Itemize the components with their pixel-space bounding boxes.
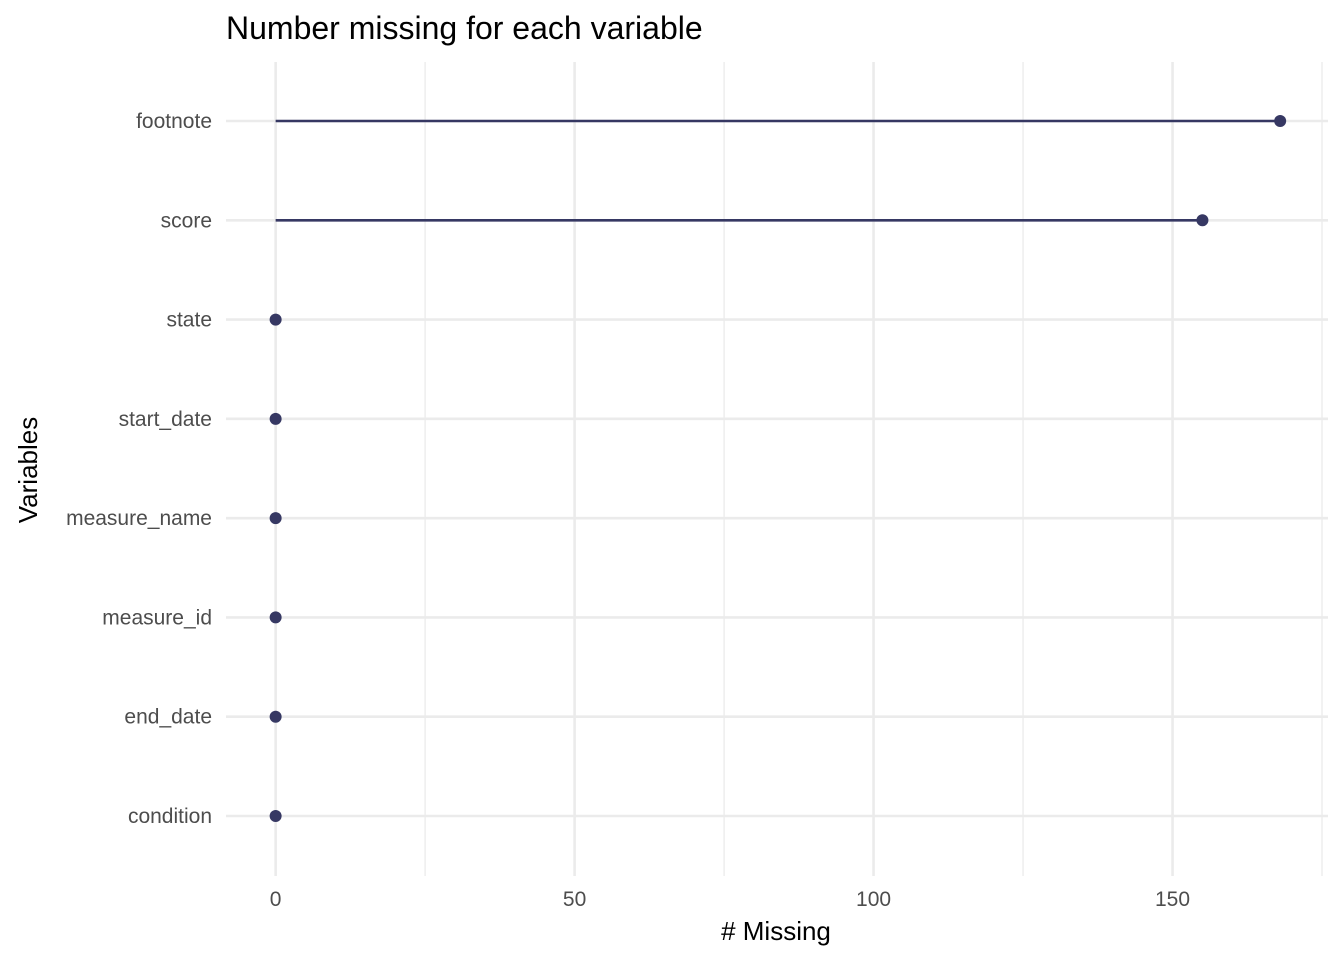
y-tick-label: measure_name bbox=[66, 507, 212, 530]
x-axis-title: # Missing bbox=[721, 916, 831, 946]
lollipop-point bbox=[269, 611, 282, 624]
x-tick-label: 0 bbox=[270, 888, 282, 911]
y-tick-label: score bbox=[161, 209, 212, 232]
lollipop-point bbox=[1274, 115, 1287, 127]
y-tick-label: measure_id bbox=[102, 606, 212, 629]
y-axis-tick-labels: footnote score state start_date measure_name… bbox=[66, 110, 212, 828]
x-tick-label: 150 bbox=[1155, 888, 1190, 911]
y-axis-title: Variables bbox=[13, 417, 43, 523]
x-tick-label: 50 bbox=[563, 888, 586, 911]
y-tick-label: condition bbox=[128, 805, 212, 828]
lollipop-point bbox=[269, 512, 282, 525]
lollipop-marks bbox=[269, 115, 1287, 822]
y-tick-label: start_date bbox=[119, 408, 212, 431]
lollipop-point bbox=[269, 412, 282, 425]
lollipop-point bbox=[269, 710, 282, 723]
lollipop-point bbox=[269, 810, 282, 822]
y-tick-label: state bbox=[166, 309, 212, 332]
x-tick-label: 100 bbox=[856, 888, 891, 911]
lollipop-point bbox=[269, 313, 282, 326]
y-tick-label: end_date bbox=[124, 706, 212, 729]
y-tick-label: footnote bbox=[136, 110, 212, 133]
gridlines bbox=[226, 62, 1328, 876]
x-axis-tick-labels: 0 50 100 150 bbox=[270, 888, 1190, 911]
chart-title: Number missing for each variable bbox=[226, 10, 703, 46]
lollipop-point bbox=[1196, 214, 1209, 227]
